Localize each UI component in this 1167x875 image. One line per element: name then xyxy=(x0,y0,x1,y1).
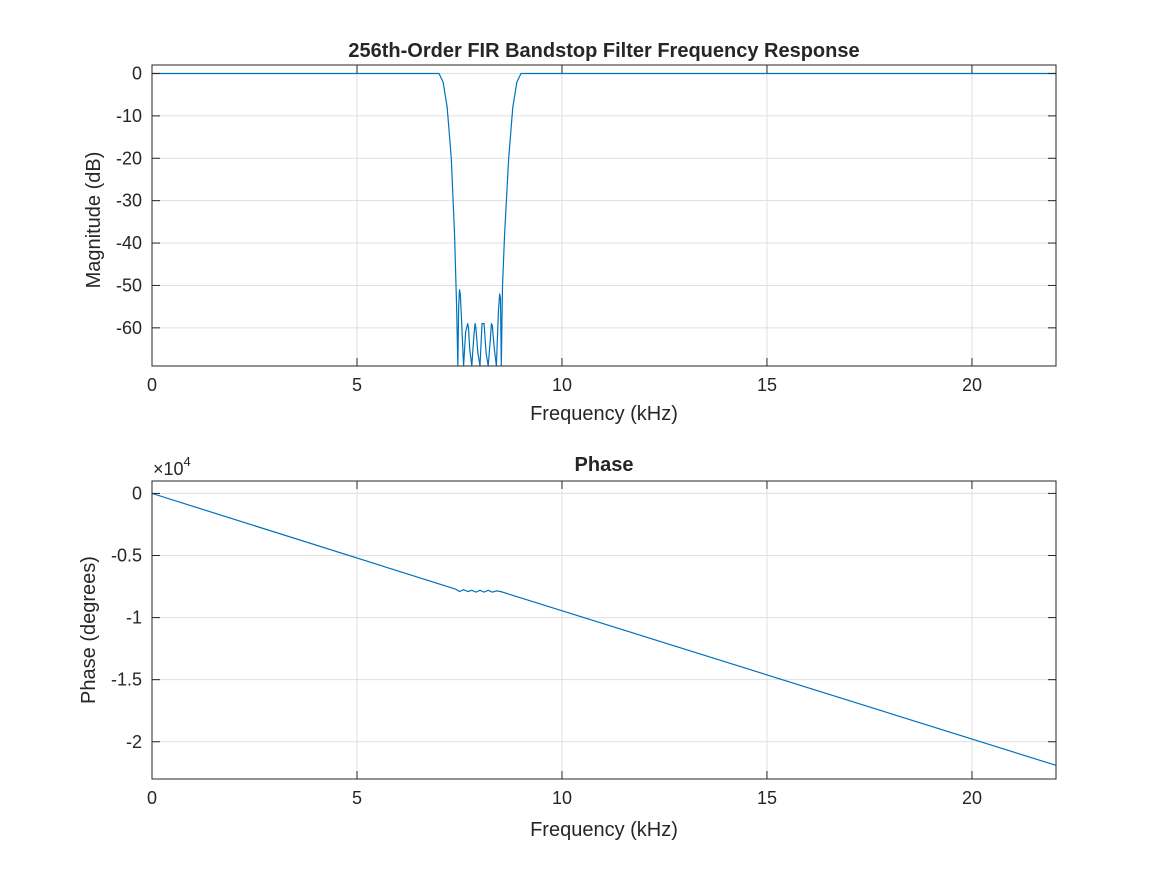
magnitude-ticks: 0 5 10 15 20 0 -10 -20 -30 -40 -50 -60 xyxy=(116,63,1056,395)
phase-plot: Phase ×104 0 5 10 15 20 0 -0.5 -1 -1.5 -2 Frequen… xyxy=(78,454,1057,841)
phase-title: Phase xyxy=(575,454,634,476)
magnitude-ytick-label: 0 xyxy=(132,63,142,83)
phase-ytick-label: -1.5 xyxy=(111,670,142,690)
magnitude-title: 256th-Order FIR Bandstop Filter Frequenc… xyxy=(348,40,859,62)
phase-xtick-label: 5 xyxy=(352,788,362,808)
magnitude-trace-group xyxy=(152,72,1056,366)
magnitude-ytick-label: -60 xyxy=(116,318,142,338)
phase-grid xyxy=(151,481,1056,779)
phase-xtick-label: 15 xyxy=(757,788,777,808)
magnitude-plot: 256th-Order FIR Bandstop Filter Frequenc… xyxy=(83,40,1057,425)
magnitude-ytick-label: -20 xyxy=(116,148,142,168)
phase-xtick-label: 20 xyxy=(962,788,982,808)
phase-trace-group xyxy=(152,492,1056,766)
magnitude-ytick-label: -10 xyxy=(116,106,142,126)
phase-y-scale-label: ×104 xyxy=(153,454,191,479)
phase-ticks: 0 5 10 15 20 0 -0.5 -1 -1.5 -2 xyxy=(111,481,1056,808)
phase-xlabel: Frequency (kHz) xyxy=(530,819,678,841)
magnitude-xtick-label: 20 xyxy=(962,375,982,395)
phase-xtick-label: 0 xyxy=(147,788,157,808)
magnitude-series-line xyxy=(152,72,1056,366)
phase-ylabel: Phase (degrees) xyxy=(78,556,100,704)
phase-ytick-label: -2 xyxy=(126,732,142,752)
phase-y-scale-factor: ×10 xyxy=(153,459,184,479)
magnitude-ytick-label: -50 xyxy=(116,275,142,295)
magnitude-xtick-label: 10 xyxy=(552,375,572,395)
magnitude-ytick-label: -30 xyxy=(116,191,142,211)
phase-ytick-label: -0.5 xyxy=(111,546,142,566)
phase-series-line xyxy=(152,492,1056,766)
magnitude-axes-box xyxy=(151,64,1057,367)
phase-xtick-label: 10 xyxy=(552,788,572,808)
phase-ytick-label: 0 xyxy=(132,483,142,503)
magnitude-xlabel: Frequency (kHz) xyxy=(530,403,678,425)
phase-y-scale-exponent: 4 xyxy=(184,454,191,469)
magnitude-ytick-label: -40 xyxy=(116,233,142,253)
magnitude-grid xyxy=(151,65,1056,366)
magnitude-xtick-label: 0 xyxy=(147,375,157,395)
phase-axes-box xyxy=(151,480,1057,780)
magnitude-xtick-label: 5 xyxy=(352,375,362,395)
magnitude-ylabel: Magnitude (dB) xyxy=(83,152,105,289)
phase-ytick-label: -1 xyxy=(126,608,142,628)
magnitude-xtick-label: 15 xyxy=(757,375,777,395)
